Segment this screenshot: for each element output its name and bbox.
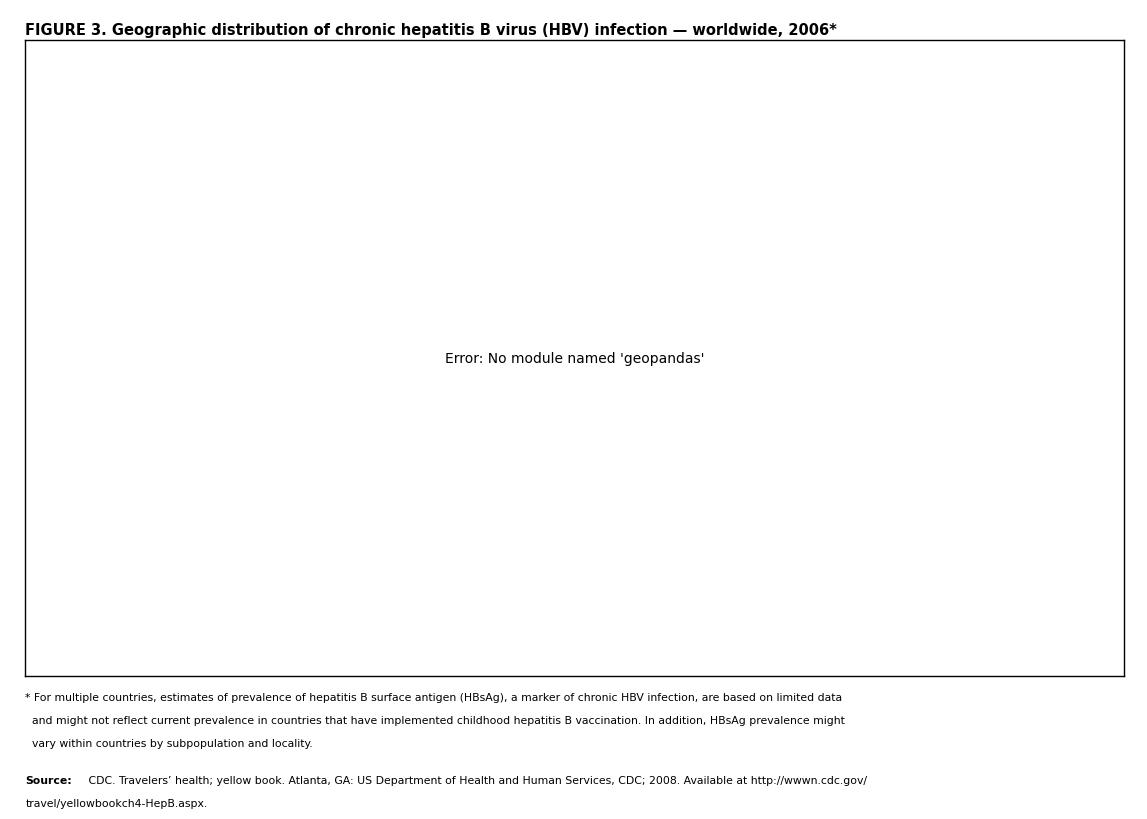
Text: travel/yellowbookch4-HepB.aspx.: travel/yellowbookch4-HepB.aspx.: [25, 798, 208, 808]
Text: Source:: Source:: [25, 775, 72, 785]
Text: * For multiple countries, estimates of prevalence of hepatitis B surface antigen: * For multiple countries, estimates of p…: [25, 692, 842, 702]
Text: and might not reflect current prevalence in countries that have implemented chil: and might not reflect current prevalence…: [25, 715, 845, 725]
Text: vary within countries by subpopulation and locality.: vary within countries by subpopulation a…: [25, 738, 313, 748]
Text: Error: No module named 'geopandas': Error: No module named 'geopandas': [445, 351, 704, 365]
Text: FIGURE 3. Geographic distribution of chronic hepatitis B virus (HBV) infection —: FIGURE 3. Geographic distribution of chr…: [25, 23, 837, 38]
Text: CDC. Travelers’ health; yellow book. Atlanta, GA: US Department of Health and Hu: CDC. Travelers’ health; yellow book. Atl…: [85, 775, 867, 785]
